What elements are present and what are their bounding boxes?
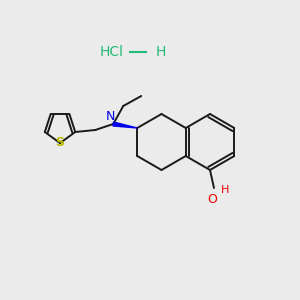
Text: H: H bbox=[156, 45, 166, 59]
Polygon shape bbox=[113, 122, 137, 128]
Text: N: N bbox=[106, 110, 115, 123]
Text: O: O bbox=[207, 193, 217, 206]
Text: HCl: HCl bbox=[100, 45, 124, 59]
Text: H: H bbox=[221, 185, 230, 195]
Text: S: S bbox=[56, 136, 64, 148]
